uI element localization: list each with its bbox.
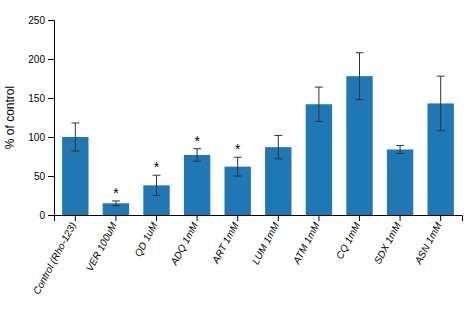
tick-mark	[237, 215, 238, 221]
tick-mark	[278, 215, 279, 221]
x-axis: Control (Rho-123)VER 100uM QD 1uM ADQ 1mM A…	[31, 215, 463, 296]
tick-label: VER 100uM	[84, 220, 119, 273]
annotation: *	[154, 159, 160, 175]
marks	[62, 53, 454, 215]
tick-mark	[48, 98, 54, 99]
tick-mark	[440, 215, 441, 221]
tick-label: 200	[28, 54, 45, 65]
tick-label: SDX 1mM	[372, 220, 403, 266]
error-bar	[274, 135, 282, 158]
tick: ADQ 1mM	[168, 215, 200, 268]
tick-label: ADQ 1mM	[168, 220, 200, 268]
tick: ASN 1mM	[412, 215, 444, 267]
annotation: *	[194, 133, 200, 149]
annotations: * * * *	[113, 133, 241, 201]
tick-mark	[197, 215, 198, 221]
error-bar	[315, 87, 323, 121]
tick-mark	[48, 137, 54, 138]
tick-label: Control (Rho-123)	[31, 220, 78, 296]
annotation: *	[235, 141, 241, 157]
error-bar	[396, 146, 404, 154]
tick-mark	[400, 215, 401, 221]
tick-label: 150	[28, 93, 45, 104]
bar	[387, 149, 413, 215]
y-axis: 0 50 100 150 200 250	[28, 15, 54, 221]
tick: QD 1uM	[132, 215, 160, 258]
error-bar	[356, 53, 364, 100]
tick-mark	[48, 20, 54, 21]
tick-label: QD 1uM	[132, 220, 160, 259]
tick-label: 0	[39, 210, 45, 221]
tick: ART 1mM	[209, 215, 241, 266]
axis-domain	[55, 216, 463, 222]
error-bar	[193, 149, 201, 161]
plot: Control (Rho-123)VER 100uM QD 1uM ADQ 1mM A…	[3, 15, 463, 297]
error-bar	[112, 201, 120, 206]
tick-label: 50	[34, 171, 46, 182]
tick-mark	[318, 215, 319, 221]
error-bar	[153, 175, 161, 195]
axis-title: % of control	[3, 86, 17, 149]
tick-mark	[359, 215, 360, 221]
tick-mark	[48, 215, 54, 216]
tick-label: CQ 1mM	[334, 220, 363, 261]
axis-domain	[48, 21, 55, 216]
tick-mark	[75, 215, 76, 221]
tick-label: LUM 1mM	[250, 220, 282, 266]
error-bar	[71, 123, 79, 151]
tick: 100	[28, 132, 54, 143]
error-bar	[437, 76, 445, 131]
tick-mark	[115, 215, 116, 221]
tick: LUM 1mM	[250, 215, 282, 266]
tick: 150	[28, 93, 54, 104]
tick: SDX 1mM	[372, 215, 403, 266]
tick: Control (Rho-123)	[31, 215, 78, 296]
tick: 50	[34, 171, 54, 182]
bar	[184, 155, 210, 215]
chart: Control (Rho-123)VER 100uM QD 1uM ADQ 1mM A…	[0, 0, 474, 313]
tick-label: ART 1mM	[209, 220, 241, 266]
tick-label: ASN 1mM	[412, 220, 444, 267]
tick-label: ATM 1mM	[290, 220, 322, 267]
tick: VER 100uM	[84, 215, 119, 273]
tick: 250	[28, 15, 54, 26]
tick: 200	[28, 54, 54, 65]
tick: 0	[39, 210, 54, 221]
tick-mark	[48, 176, 54, 177]
error-bar	[234, 157, 242, 176]
tick-mark	[156, 215, 157, 221]
tick-label: 100	[28, 132, 45, 143]
tick-label: 250	[28, 15, 45, 26]
tick: CQ 1mM	[334, 215, 363, 261]
annotation: *	[113, 185, 119, 201]
tick-mark	[48, 59, 54, 60]
tick: ATM 1mM	[290, 215, 322, 267]
